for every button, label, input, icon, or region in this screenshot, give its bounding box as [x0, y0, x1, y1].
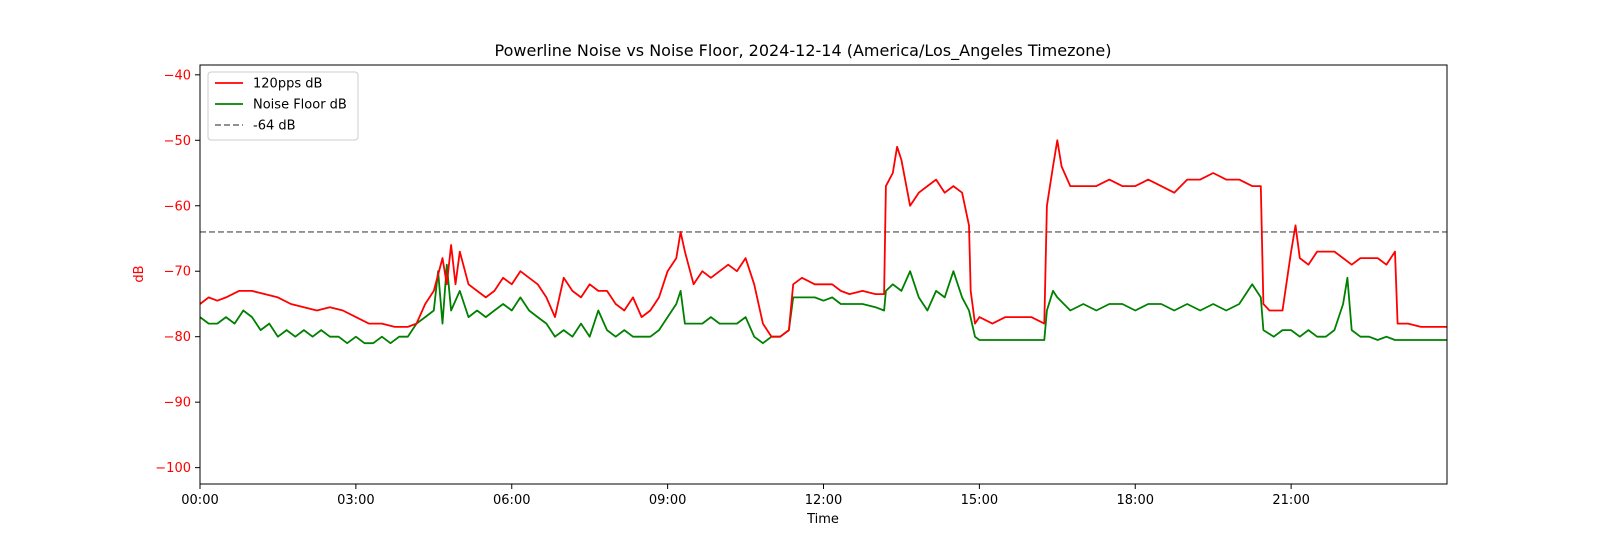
y-tick-label: −40	[164, 68, 191, 83]
legend-label: -64 dB	[253, 119, 296, 134]
x-tick-label: 06:00	[493, 493, 530, 508]
y-axis: −40 −50 −60 −70 −80 −90 −100	[155, 68, 200, 476]
x-tick-label: 03:00	[337, 493, 374, 508]
series-line-0	[200, 139, 1447, 338]
y-tick-label: −70	[164, 265, 191, 280]
legend-label: 120pps dB	[253, 77, 322, 92]
y-tick-label: −80	[164, 330, 191, 345]
series-line-1	[200, 263, 1447, 345]
legend: 120pps dB Noise Floor dB -64 dB	[207, 71, 359, 141]
legend-label: Noise Floor dB	[253, 98, 347, 113]
chart-title: Powerline Noise vs Noise Floor, 2024-12-…	[495, 41, 1112, 61]
x-axis-title: Time	[806, 512, 839, 527]
y-tick-label: −60	[164, 199, 191, 214]
x-tick-label: 00:00	[181, 493, 218, 508]
x-tick-label: 21:00	[1272, 493, 1309, 508]
x-axis: 00:00 03:00 06:00 09:00 12:00 15:00 18:00 21:00	[181, 484, 1310, 508]
y-axis-title: dB	[132, 265, 147, 282]
x-tick-label: 09:00	[649, 493, 686, 508]
x-tick-label: 18:00	[1117, 493, 1154, 508]
plot-frame	[199, 64, 1448, 485]
plot-layer	[200, 139, 1447, 345]
y-tick-label: −50	[164, 134, 191, 149]
y-tick-label: −100	[155, 461, 191, 476]
y-tick-label: −90	[164, 396, 191, 411]
legend-box	[207, 71, 359, 141]
x-tick-label: 15:00	[961, 493, 998, 508]
x-tick-label: 12:00	[805, 493, 842, 508]
